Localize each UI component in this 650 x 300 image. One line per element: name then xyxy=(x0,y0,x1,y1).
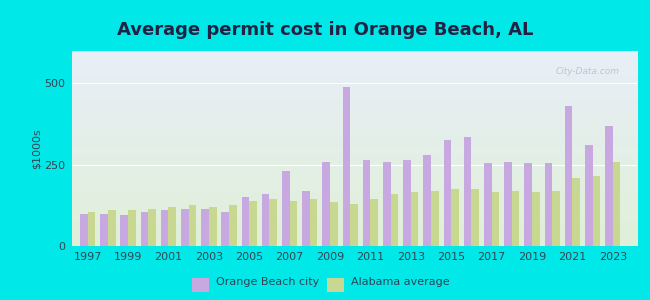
Bar xyxy=(282,171,290,246)
Bar xyxy=(585,145,593,246)
Bar xyxy=(242,197,249,246)
Bar xyxy=(565,106,573,246)
Bar xyxy=(330,202,338,246)
Bar xyxy=(383,161,391,246)
Bar xyxy=(302,191,310,246)
Bar xyxy=(471,189,479,246)
Bar xyxy=(431,191,439,246)
Bar xyxy=(370,199,378,246)
Bar xyxy=(491,192,499,246)
Bar xyxy=(108,210,116,246)
Bar xyxy=(100,214,108,246)
Bar xyxy=(168,207,176,246)
Bar xyxy=(423,155,431,246)
Bar xyxy=(504,161,512,246)
Bar xyxy=(350,204,358,246)
Bar xyxy=(201,208,209,246)
Bar xyxy=(181,208,188,246)
Bar xyxy=(343,87,350,246)
Bar xyxy=(545,163,552,246)
Bar xyxy=(573,178,580,246)
Bar xyxy=(403,160,411,246)
Bar xyxy=(80,214,88,246)
Bar xyxy=(140,212,148,246)
Bar xyxy=(88,212,96,246)
Bar xyxy=(552,191,560,246)
Bar xyxy=(148,208,156,246)
Bar xyxy=(120,215,128,246)
Bar xyxy=(229,206,237,246)
Bar xyxy=(512,191,519,246)
Bar xyxy=(443,140,451,246)
Bar xyxy=(222,212,229,246)
Bar xyxy=(161,210,168,246)
Bar xyxy=(484,163,491,246)
Bar xyxy=(262,194,269,246)
Bar xyxy=(269,199,277,246)
Bar xyxy=(128,210,136,246)
Text: City-Data.com: City-Data.com xyxy=(556,67,620,76)
Bar xyxy=(188,206,196,246)
Bar xyxy=(363,160,370,246)
Bar xyxy=(249,200,257,246)
Bar xyxy=(310,199,317,246)
Bar xyxy=(613,161,621,246)
Bar xyxy=(411,192,419,246)
Bar xyxy=(391,194,398,246)
Bar xyxy=(593,176,600,246)
Bar xyxy=(290,200,297,246)
Bar xyxy=(451,189,459,246)
Bar xyxy=(322,161,330,246)
Bar xyxy=(605,126,613,246)
Bar xyxy=(532,192,539,246)
Bar xyxy=(463,137,471,246)
Bar xyxy=(209,207,216,246)
Text: Average permit cost in Orange Beach, AL: Average permit cost in Orange Beach, AL xyxy=(117,21,533,39)
Bar xyxy=(525,163,532,246)
Y-axis label: $1000s: $1000s xyxy=(31,128,42,169)
Legend: Orange Beach city, Alabama average: Orange Beach city, Alabama average xyxy=(196,272,454,291)
